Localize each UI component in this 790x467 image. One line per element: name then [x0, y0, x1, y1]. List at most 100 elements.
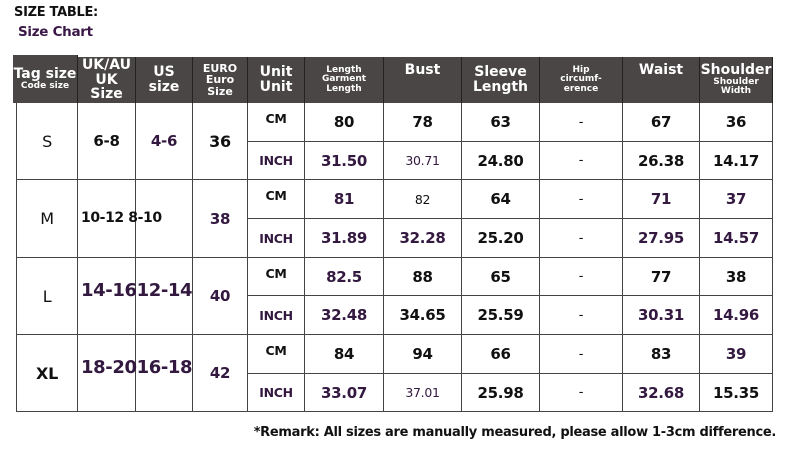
measurement-inch: 25.59: [462, 296, 540, 335]
measurement-inch: -: [540, 219, 623, 258]
measurement-inch: 33.07: [305, 374, 384, 412]
measurement-inch: 15.35: [700, 374, 773, 412]
measurement-inch: 26.38: [623, 142, 700, 180]
euro-size-cell: 36: [193, 103, 248, 180]
remark-note: *Remark: All sizes are manually measured…: [253, 425, 777, 440]
uk-size-cell: [78, 258, 136, 335]
measurement-cm: 39: [700, 335, 773, 374]
tag-size-cell: S: [16, 103, 78, 180]
uk-size-cell: 6-8: [78, 103, 136, 180]
unit-inch: INCH: [248, 219, 305, 258]
measurement-inch: 32.48: [305, 296, 384, 335]
measurement-cm: 94: [384, 335, 462, 374]
measurement-inch: 24.80: [462, 142, 540, 180]
measurement-inch: 30.31: [623, 296, 700, 335]
measurement-cm: 36: [700, 103, 773, 142]
measurement-inch: 27.95: [623, 219, 700, 258]
table-title: SIZE TABLE:: [14, 5, 98, 20]
euro-size-cell: 42: [193, 335, 248, 412]
euro-size-cell: 38: [193, 180, 248, 258]
unit-cm: CM: [248, 180, 305, 219]
header-label: Waist: [638, 62, 684, 78]
header-label: Length: [326, 83, 362, 94]
measurement-cm: 82: [384, 180, 462, 219]
measurement-cm: 77: [623, 258, 700, 296]
measurement-cm: 84: [305, 335, 384, 374]
header-label: Unit: [259, 64, 293, 81]
measurement-inch: 30.71: [384, 142, 462, 180]
header-uk: UK/AU UK Size: [78, 57, 136, 103]
header-label: size: [148, 79, 180, 95]
measurement-cm: 80: [305, 103, 384, 142]
header-label: Shoulder: [700, 62, 772, 79]
measurement-inch: 32.28: [384, 219, 462, 258]
header-sleeve: Sleeve Length: [462, 57, 540, 103]
measurement-cm: 71: [623, 180, 700, 219]
measurement-inch: 32.68: [623, 374, 700, 412]
uk-us-size-text: 10-12 8-10: [81, 210, 162, 226]
measurement-inch: -: [540, 142, 623, 180]
unit-cm: CM: [248, 258, 305, 296]
measurement-inch: 31.89: [305, 219, 384, 258]
header-bust: Bust: [384, 57, 462, 103]
unit-inch: INCH: [248, 296, 305, 335]
header-shoulder: Shoulder Shoulder Width: [700, 57, 773, 103]
unit-cm: CM: [248, 335, 305, 374]
uk-us-size-text: 18-2016-18: [81, 357, 193, 378]
measurement-cm: -: [540, 335, 623, 374]
header-label: Unit: [259, 79, 293, 95]
header-label: Bust: [404, 62, 441, 78]
header-label: Length: [326, 64, 362, 75]
measurement-cm: 38: [700, 258, 773, 296]
header-label: Length: [472, 79, 529, 95]
unit-inch: INCH: [248, 374, 305, 412]
measurement-cm: 83: [623, 335, 700, 374]
unit-inch: INCH: [248, 142, 305, 180]
measurement-cm: 78: [384, 103, 462, 142]
measurement-inch: -: [540, 374, 623, 412]
measurement-cm: 66: [462, 335, 540, 374]
measurement-inch: 37.01: [384, 374, 462, 412]
measurement-inch: -: [540, 296, 623, 335]
header-label: UK/AU: [81, 56, 132, 73]
header-label: Code size: [20, 80, 70, 91]
header-tag: Tag size Code size: [13, 55, 78, 103]
measurement-cm: 82.5: [305, 258, 384, 296]
measurement-cm: 88: [384, 258, 462, 296]
uk-us-size-text: 14-1612-14: [81, 280, 193, 301]
header-us: US size: [136, 57, 193, 103]
header-label: UK Size: [90, 71, 123, 103]
measurement-inch: 25.98: [462, 374, 540, 412]
measurement-inch: 14.57: [700, 219, 773, 258]
measurement-cm: -: [540, 103, 623, 142]
us-size-cell: 4-6: [136, 103, 193, 180]
measurement-cm: 67: [623, 103, 700, 142]
header-label: Garment: [321, 74, 367, 85]
measurement-cm: 63: [462, 103, 540, 142]
tag-size-cell: XL: [16, 335, 78, 412]
header-waist: Waist: [623, 57, 700, 103]
unit-cm: CM: [248, 103, 305, 142]
uk-size-cell: [78, 335, 136, 412]
header-label: circumf-: [560, 74, 602, 85]
header-label: erence: [563, 83, 599, 94]
measurement-cm: 37: [700, 180, 773, 219]
measurement-cm: 81: [305, 180, 384, 219]
header-hip: Hip circumf-erence: [540, 57, 623, 103]
header-label: Sleeve: [474, 64, 527, 81]
header-label: Hip: [572, 64, 590, 75]
measurement-cm: 64: [462, 180, 540, 219]
uk-size-cell: [78, 180, 136, 258]
table-subtitle: Size Chart: [18, 24, 93, 40]
measurement-cm: -: [540, 258, 623, 296]
us-size-cell: [136, 258, 193, 335]
header-label: Shoulder: [713, 76, 759, 87]
tag-size-cell: M: [16, 180, 78, 258]
tag-size-cell: L: [16, 258, 78, 335]
us-size-cell: [136, 180, 193, 258]
measurement-inch: 34.65: [384, 296, 462, 335]
header-euro: EURO Euro Size: [193, 57, 248, 103]
measurement-cm: -: [540, 180, 623, 219]
euro-size-cell: 40: [193, 258, 248, 335]
measurement-inch: 14.17: [700, 142, 773, 180]
